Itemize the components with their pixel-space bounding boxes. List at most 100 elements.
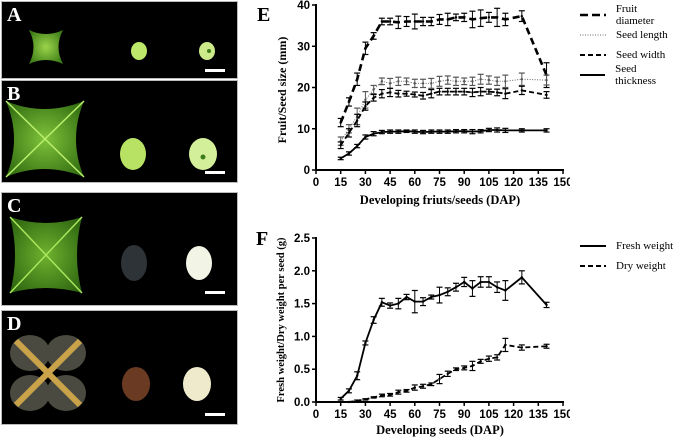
legend-swatch-dotted [580,34,606,36]
data-point [504,92,507,95]
series-fresh-weight [337,270,550,401]
data-point [372,132,375,135]
data-point [388,130,392,133]
data-point [372,396,375,399]
data-point [380,80,384,83]
data-point [388,304,392,307]
data-point [504,343,507,347]
data-point [479,17,482,20]
data-point [479,280,482,284]
data-point [520,346,524,349]
data-point [487,280,491,284]
data-point [413,93,416,96]
data-point [446,90,449,93]
data-point [421,385,425,388]
data-point [405,130,408,133]
y-tick-label: 0 [304,165,310,177]
data-point [545,129,548,132]
data-point [347,100,351,104]
legend-label: Dry weight [616,260,666,272]
photo-panel-c: C [1,192,238,306]
data-point [479,78,482,81]
data-point [471,364,474,368]
data-point [397,21,400,24]
data-point [413,20,416,23]
x-tick-label: 15 [334,177,347,189]
data-point [504,289,507,292]
data-point [454,368,458,371]
y-tick-label: 2.5 [294,233,311,245]
series-dry-weight [337,337,550,404]
x-tick-label: 135 [529,177,549,189]
data-point [495,356,499,359]
data-point [438,80,441,83]
data-point [520,276,524,279]
data-point [421,130,425,134]
y-tick-label: 0.0 [294,397,310,409]
y-tick-label: 30 [297,41,310,53]
data-point [495,286,499,289]
data-point [454,80,458,83]
x-tick-label: 150 [553,177,570,189]
data-point [463,90,466,93]
x-tick-label: 90 [458,177,471,189]
data-point [364,398,367,401]
data-point [545,345,548,348]
data-point [463,280,466,284]
legend-label: Fresh weight [616,240,674,252]
data-point [463,80,466,83]
data-point [545,78,548,82]
legend-item: Dry weight [580,256,673,276]
data-point [487,90,491,93]
data-point [413,82,416,85]
data-point [454,286,458,289]
x-tick-label: 90 [458,409,471,421]
x-tick-label: 120 [504,409,523,421]
data-point [504,18,507,21]
legend-item: Seed width [580,45,678,65]
data-point [454,130,458,133]
panel-label-b: B [7,83,21,105]
photo-panel-a: A [1,1,238,79]
legend-label: Seed thickness [615,63,657,87]
data-point [413,130,416,133]
data-point [471,80,474,83]
data-point [495,91,499,94]
data-point [495,16,499,19]
data-point [372,96,375,100]
data-point [454,16,458,19]
legend-item: Seed thickness [580,63,678,87]
data-point [487,78,491,82]
x-tick-label: 45 [384,409,397,421]
data-point [413,386,416,389]
data-point [471,287,474,290]
y-tick-label: 1.0 [294,331,310,343]
data-point [405,20,408,23]
chart-e: Fruit/Seed size (mm) Developing friuts/s… [275,0,570,207]
x-tick-label: 75 [433,409,446,421]
data-point [364,98,367,102]
series-line [340,276,548,400]
x-tick-label: 30 [359,177,372,189]
data-point [520,129,524,132]
data-point [388,20,392,23]
data-point [430,295,433,299]
data-point [463,366,466,370]
data-point [438,18,441,21]
data-point [355,78,359,81]
x-tick-label: 105 [479,177,499,189]
data-point [405,295,408,299]
data-point [364,135,367,139]
x-axis-label: Developing friuts/seeds (DAP) [360,193,520,207]
panel-label-d: D [7,313,22,335]
data-point [405,92,408,95]
data-point [364,104,367,108]
data-point [421,300,425,303]
scale-bar [205,291,225,294]
x-tick-label: 0 [313,177,319,189]
data-point [446,372,449,375]
data-point [413,300,416,303]
x-tick-label: 120 [504,177,523,189]
data-point [355,144,359,148]
legend-label: Seed length [616,29,668,41]
